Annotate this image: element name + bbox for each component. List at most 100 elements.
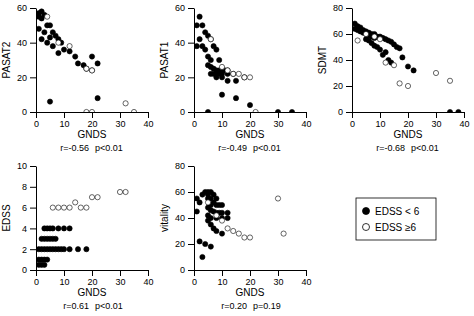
x-tick-label: 0 <box>192 277 197 287</box>
x-tick-label: 20 <box>87 119 97 129</box>
x-tick-label: 30 <box>115 119 125 129</box>
point <box>236 231 241 236</box>
point <box>78 205 83 210</box>
y-tick-label: 60 <box>175 187 185 197</box>
x-tick: 0 <box>34 270 39 287</box>
point <box>355 38 360 43</box>
point <box>84 109 89 112</box>
x-tick-label: 30 <box>431 119 441 129</box>
x-axis-title: GNDS <box>236 287 265 298</box>
y-tick: 40 <box>175 38 194 48</box>
y-tick-mark <box>346 60 352 61</box>
point <box>225 68 230 73</box>
y-tick-label: 40 <box>333 55 343 65</box>
y-tick: 6 <box>22 203 36 213</box>
point <box>242 235 247 240</box>
y-tick: 40 <box>175 213 194 223</box>
x-axis-title: GNDS <box>78 287 107 298</box>
x-tick-mark <box>250 270 251 276</box>
stat-annotation: p=0.19 <box>253 301 281 311</box>
y-tick-mark <box>346 8 352 9</box>
point <box>219 75 224 80</box>
x-tick-label: 20 <box>87 277 97 287</box>
series <box>208 37 258 112</box>
x-tick-mark <box>64 112 65 118</box>
x-tick: 20 <box>245 112 255 129</box>
y-tick-label: 40 <box>175 38 185 48</box>
x-tick: 40 <box>459 112 469 129</box>
y-tick-mark <box>188 244 194 245</box>
y-tick-label: 20 <box>175 239 185 249</box>
point <box>405 64 410 69</box>
point <box>219 92 224 97</box>
panel: 0102030400246810GNDSEDSSr=0.61p<0.01 <box>1 161 154 311</box>
series <box>50 189 128 210</box>
point <box>225 78 230 83</box>
point <box>84 66 89 71</box>
point <box>42 30 47 35</box>
y-tick: 20 <box>175 73 194 83</box>
series <box>36 9 100 104</box>
x-tick-mark <box>380 112 381 118</box>
x-tick-label: 10 <box>59 119 69 129</box>
point <box>411 68 416 73</box>
x-tick: 0 <box>192 270 197 287</box>
legend-marker <box>363 208 370 215</box>
x-tick: 20 <box>245 270 255 287</box>
point <box>225 210 230 215</box>
x-tick-label: 30 <box>115 277 125 287</box>
x-tick: 20 <box>87 270 97 287</box>
y-tick-label: 8 <box>22 182 27 192</box>
y-axis-line <box>36 167 37 271</box>
y-tick-mark <box>188 8 194 9</box>
series <box>36 226 89 268</box>
point <box>56 40 61 45</box>
point <box>39 16 44 21</box>
x-tick-mark <box>306 270 307 276</box>
point <box>67 247 72 252</box>
point <box>45 40 50 45</box>
point <box>39 37 44 42</box>
point <box>236 71 241 76</box>
x-tick: 40 <box>143 270 153 287</box>
point <box>217 57 222 62</box>
point <box>219 231 224 236</box>
point <box>47 99 52 104</box>
x-tick-mark <box>148 270 149 276</box>
y-tick-mark <box>188 43 194 44</box>
point <box>377 47 382 52</box>
y-tick: 60 <box>17 3 36 13</box>
plot-area <box>352 21 461 112</box>
stat-annotation: r=-0.56 <box>60 143 89 153</box>
y-tick-mark <box>188 270 194 271</box>
y-tick-mark <box>30 8 36 9</box>
point <box>208 37 213 42</box>
x-tick-mark <box>464 112 465 118</box>
y-tick: 40 <box>333 55 352 65</box>
x-tick: 30 <box>115 270 125 287</box>
y-tick: 20 <box>17 73 36 83</box>
point <box>197 37 202 42</box>
y-tick: 0 <box>180 107 194 117</box>
point <box>363 31 368 36</box>
point <box>433 70 438 75</box>
y-tick-mark <box>188 112 194 113</box>
y-axis-title: EDSS <box>1 204 12 232</box>
point <box>247 75 252 80</box>
x-tick: 0 <box>34 112 39 129</box>
y-tick-label: 20 <box>333 81 343 91</box>
point <box>123 189 128 194</box>
point <box>42 262 47 267</box>
point <box>194 196 199 201</box>
y-tick: 4 <box>22 224 36 234</box>
point <box>197 239 202 244</box>
point <box>50 226 55 231</box>
point <box>231 71 236 76</box>
x-tick-label: 30 <box>273 119 283 129</box>
y-tick-label: 0 <box>180 265 185 275</box>
x-tick-mark <box>222 270 223 276</box>
point <box>397 46 402 51</box>
point <box>56 205 61 210</box>
point <box>214 213 219 218</box>
x-tick-mark <box>148 112 149 118</box>
